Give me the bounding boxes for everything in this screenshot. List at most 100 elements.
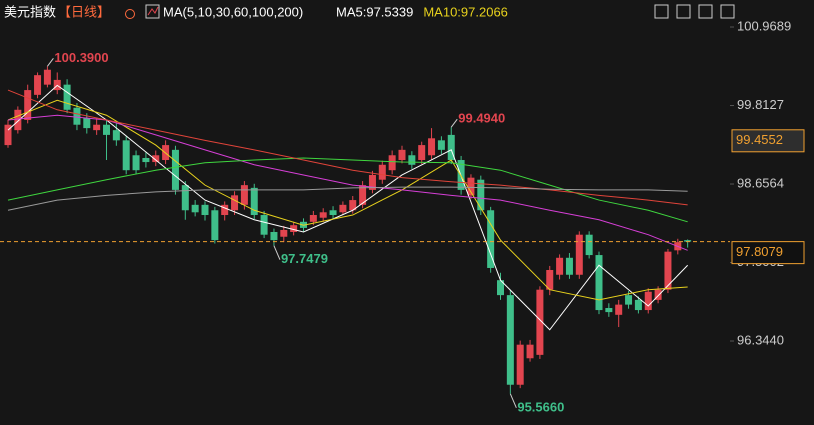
candle-body — [231, 195, 239, 211]
candle-body — [142, 157, 150, 163]
button[interactable] — [698, 4, 713, 19]
candle-body — [24, 90, 32, 120]
y-tick-label: 100.9689 — [737, 18, 791, 33]
extreme-label: 97.7479 — [281, 251, 328, 266]
ma-line — [7, 114, 688, 251]
period[interactable]: 【日线】 — [58, 4, 110, 19]
candle-body — [191, 204, 199, 213]
candle-body — [536, 289, 544, 355]
candle-body — [516, 344, 524, 385]
candle-body — [595, 255, 603, 311]
candle-body — [309, 215, 317, 222]
chart-title: 美元指数 — [4, 4, 56, 19]
candle-body — [378, 164, 386, 180]
candle-body — [684, 240, 692, 242]
indicator[interactable]: MA(5,10,30,60,100,200) — [163, 4, 303, 19]
candle-body — [290, 225, 298, 232]
candle-body — [103, 124, 110, 135]
extreme-pointer — [450, 118, 458, 128]
candle-body — [408, 155, 416, 165]
candle-body — [280, 229, 288, 237]
price-tag: 97.8079 — [736, 244, 783, 259]
candle-body — [575, 234, 583, 275]
candle-body — [34, 75, 42, 95]
candle-body — [506, 295, 514, 385]
candle-body — [359, 185, 367, 205]
candle-body — [14, 109, 22, 131]
candle-body — [447, 134, 455, 161]
extreme-label: 100.3900 — [54, 50, 108, 65]
candle-body — [418, 145, 426, 161]
candle-body — [546, 270, 554, 290]
candle-body — [388, 155, 396, 171]
y-tick-label: 96.3440 — [737, 332, 784, 347]
ma-line — [7, 186, 688, 211]
candle-body — [260, 215, 268, 235]
candle-body — [43, 69, 51, 85]
extreme-pointer — [273, 245, 281, 260]
window-buttons — [654, 4, 735, 19]
candle-body — [565, 257, 573, 275]
price-tag: 99.4552 — [736, 132, 783, 147]
y-tick-label: 99.8127 — [737, 97, 784, 112]
candle-body — [73, 107, 81, 125]
candle-body — [211, 210, 219, 241]
button[interactable] — [676, 4, 691, 19]
candle-body — [654, 289, 662, 300]
button[interactable] — [654, 4, 669, 19]
ma-line — [7, 89, 688, 206]
ma-line — [7, 157, 688, 223]
ma-line — [7, 84, 689, 331]
candle-body — [487, 210, 495, 268]
button[interactable] — [720, 4, 735, 19]
candle-body — [83, 117, 91, 129]
candle-body — [152, 155, 160, 163]
indicator-icon-line — [147, 6, 159, 16]
candle-body — [467, 177, 475, 196]
candle-body — [112, 130, 120, 141]
extreme-label: 99.4940 — [458, 111, 505, 126]
candle-body — [605, 308, 613, 313]
ma-label: MA10:97.2066 — [423, 4, 508, 19]
candle-body — [171, 149, 179, 190]
candle-body — [615, 304, 623, 315]
candle-body — [428, 138, 436, 156]
candle-body — [93, 124, 101, 131]
candle-body — [339, 204, 347, 213]
candle-body — [4, 124, 12, 146]
candle-body — [329, 210, 337, 216]
candle-body — [221, 204, 229, 216]
candle-body — [250, 187, 258, 216]
candle-body — [201, 204, 209, 216]
candle-body — [556, 257, 564, 275]
candle-body — [585, 234, 593, 256]
extreme-pointer — [47, 58, 54, 67]
candle-body — [349, 200, 357, 211]
candle-body — [398, 149, 406, 161]
candle-body — [437, 140, 445, 150]
extreme-label: 95.5660 — [517, 399, 564, 414]
candle-body — [132, 155, 140, 171]
candle-body — [270, 231, 278, 241]
candle-body — [63, 84, 71, 110]
ma-label: MA5:97.5339 — [336, 4, 413, 19]
candle-body — [634, 299, 642, 311]
candle-body — [319, 212, 327, 218]
price-tag-box — [731, 129, 805, 153]
settings-icon[interactable] — [125, 9, 135, 19]
y-tick-label: 98.6564 — [737, 175, 784, 190]
candle-body — [497, 280, 504, 296]
candle-body — [181, 185, 189, 211]
candle-body — [477, 179, 485, 211]
candle-body — [625, 295, 633, 305]
indicator-icon[interactable] — [145, 4, 160, 19]
price-tag-box — [731, 241, 805, 265]
candle-body — [240, 185, 248, 205]
extreme-pointer — [509, 393, 517, 409]
candle-body — [122, 140, 130, 171]
candle-body — [644, 291, 652, 311]
candle-body — [664, 251, 672, 290]
candle-body — [526, 344, 534, 359]
